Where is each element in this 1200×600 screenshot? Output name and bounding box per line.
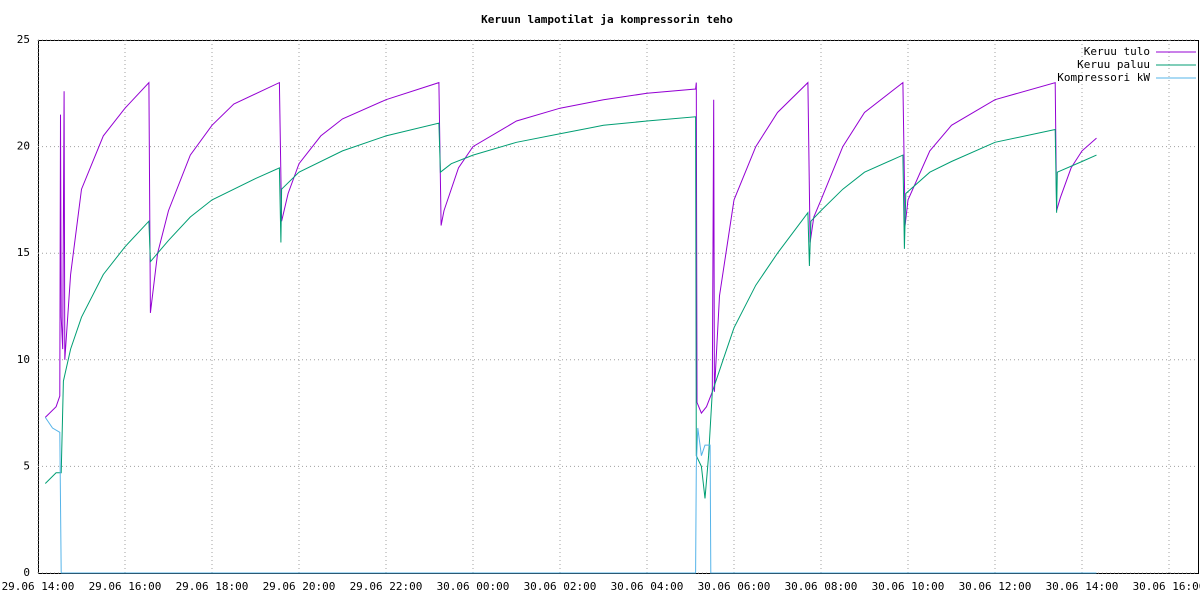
y-tick-label: 0 bbox=[23, 566, 30, 579]
x-tick-label: 30.06 04:00 bbox=[611, 580, 684, 593]
chart-title: Keruun lampotilat ja kompressorin teho bbox=[481, 13, 733, 26]
y-tick-label: 10 bbox=[17, 353, 30, 366]
x-tick-label: 29.06 14:00 bbox=[2, 580, 75, 593]
y-tick-label: 20 bbox=[17, 140, 30, 153]
y-tick-label: 15 bbox=[17, 246, 30, 259]
x-tick-label: 30.06 02:00 bbox=[524, 580, 597, 593]
legend-label: Keruu tulo bbox=[1084, 45, 1150, 58]
x-tick-label: 30.06 10:00 bbox=[872, 580, 945, 593]
series-line bbox=[44, 417, 1097, 574]
series-line bbox=[44, 81, 1097, 418]
x-tick-label: 30.06 08:00 bbox=[785, 580, 858, 593]
x-tick-label: 29.06 16:00 bbox=[89, 580, 162, 593]
x-tick-label: 29.06 22:00 bbox=[350, 580, 423, 593]
y-tick-label: 25 bbox=[17, 33, 30, 46]
y-tick-label: 5 bbox=[23, 459, 30, 472]
legend-label: Keruu paluu bbox=[1077, 58, 1150, 71]
x-tick-label: 29.06 20:00 bbox=[263, 580, 336, 593]
series-line bbox=[44, 116, 1097, 499]
x-tick-label: 30.06 16:00 bbox=[1133, 580, 1200, 593]
x-tick-label: 30.06 14:00 bbox=[1046, 580, 1119, 593]
x-tick-label: 29.06 18:00 bbox=[176, 580, 249, 593]
x-tick-label: 30.06 12:00 bbox=[959, 580, 1032, 593]
x-tick-label: 30.06 00:00 bbox=[437, 580, 510, 593]
x-tick-label: 30.06 06:00 bbox=[698, 580, 771, 593]
legend-label: Kompressori kW bbox=[1057, 71, 1150, 84]
